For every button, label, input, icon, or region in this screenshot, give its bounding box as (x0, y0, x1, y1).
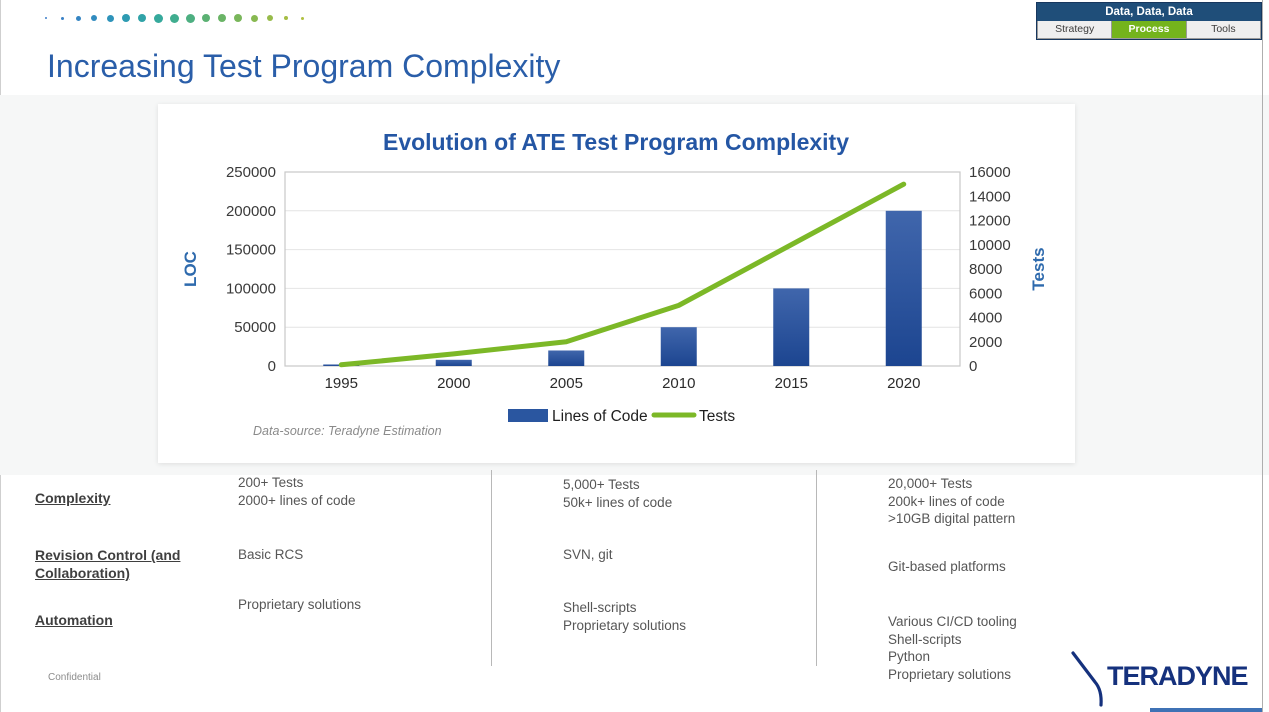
tests-axis-tick: 8000 (969, 261, 1002, 278)
logo-slash-icon (1071, 651, 1103, 707)
loc-bar-2015 (773, 288, 810, 366)
tests-axis-tick: 14000 (969, 188, 1011, 205)
tests-axis-tick: 2000 (969, 334, 1002, 351)
loc-bar-2010 (660, 327, 697, 366)
legend-label-tests: Tests (699, 408, 735, 425)
legend-label-lines-of-code: Lines of Code (552, 408, 648, 425)
tests-axis-tick: 16000 (969, 164, 1011, 181)
page-title: Increasing Test Program Complexity (47, 48, 561, 84)
chart-title: Evolution of ATE Test Program Complexity (383, 129, 849, 155)
x-axis-label: 2020 (887, 375, 920, 392)
table-cell-era2-revision: SVN, git (563, 547, 613, 562)
loc-axis-tick: 150000 (226, 242, 276, 259)
table-cell-era3-automation: Various CI/CD tooling Shell-scripts Pyth… (888, 614, 1017, 682)
row-label-automation: Automation (35, 612, 113, 628)
x-axis-label: 2000 (437, 375, 470, 392)
dot (294, 8, 310, 28)
x-axis-label: 1995 (325, 375, 358, 392)
dot (134, 8, 150, 28)
loc-axis-tick: 0 (268, 358, 276, 375)
dot (246, 8, 262, 28)
nav-tabs: Strategy Process Tools (1037, 20, 1261, 39)
tests-axis-tick: 12000 (969, 213, 1011, 230)
nav-tab-tools[interactable]: Tools (1186, 20, 1261, 39)
dot (150, 8, 166, 28)
x-axis-label: 2005 (550, 375, 583, 392)
table-cell-era3-revision: Git-based platforms (888, 559, 1006, 574)
table-cell-era1-revision: Basic RCS (238, 547, 304, 562)
logo-text: TERADYNE (1107, 661, 1249, 691)
dot-strip (38, 8, 318, 28)
dot (214, 8, 230, 28)
table-cell-era2-automation: Shell-scripts Proprietary solutions (563, 600, 687, 633)
column-divider-1 (491, 470, 492, 666)
right-edge-line (1262, 0, 1263, 712)
nav-tab-process[interactable]: Process (1112, 20, 1187, 39)
row-label-revision-control: Revision Control (and Collaboration) (35, 547, 181, 581)
row-label-complexity: Complexity (35, 490, 111, 506)
dot (182, 8, 198, 28)
plot-border (284, 171, 961, 367)
loc-bar-2005 (548, 350, 585, 366)
loc-axis-tick: 250000 (226, 164, 276, 181)
data-source-note: Data-source: Teradyne Estimation (253, 424, 442, 438)
nav-box-header: Data, Data, Data (1037, 3, 1261, 21)
confidential-label: Confidential (48, 672, 101, 683)
dot (86, 8, 102, 28)
nav-tab-strategy[interactable]: Strategy (1037, 20, 1113, 39)
dot (230, 8, 246, 28)
loc-axis-tick: 200000 (226, 203, 276, 220)
tests-axis-tick: 10000 (969, 237, 1011, 254)
x-axis-label: 2010 (662, 375, 695, 392)
table-cell-era2-complexity: 5,000+ Tests 50k+ lines of code (563, 477, 673, 510)
table-cell-era1-complexity: 200+ Tests 2000+ lines of code (238, 475, 356, 508)
tests-line (338, 181, 907, 368)
dot (38, 8, 54, 28)
loc-axis-tick: 100000 (226, 280, 276, 297)
table-cell-era1-automation: Proprietary solutions (238, 597, 362, 612)
loc-axis-title: LOC (181, 251, 200, 287)
chart-svg: Evolution of ATE Test Program Complexity… (181, 129, 1048, 425)
loc-axis-tick: 50000 (234, 319, 276, 336)
legend-swatch-lines-of-code (508, 409, 548, 422)
dot (278, 8, 294, 28)
tests-axis-tick: 4000 (969, 310, 1002, 327)
x-axis-label: 2015 (775, 375, 808, 392)
dot (54, 8, 70, 28)
dot (102, 8, 118, 28)
tests-axis-tick: 0 (969, 358, 977, 375)
bottom-accent-bar (1150, 708, 1262, 712)
chart-panel: Evolution of ATE Test Program Complexity… (158, 104, 1075, 463)
loc-bar-2000 (435, 359, 472, 366)
dot (118, 8, 134, 28)
nav-box: Data, Data, Data Strategy Process Tools (1036, 2, 1262, 40)
tests-axis-tick: 6000 (969, 285, 1002, 302)
dot (70, 8, 86, 28)
table-cell-era3-complexity: 20,000+ Tests 200k+ lines of code >10GB … (888, 476, 1016, 526)
dot (262, 8, 278, 28)
loc-bar-2020 (885, 210, 922, 366)
dot (166, 8, 182, 28)
tests-axis-title: Tests (1029, 247, 1048, 290)
column-divider-2 (816, 470, 817, 666)
dot (198, 8, 214, 28)
